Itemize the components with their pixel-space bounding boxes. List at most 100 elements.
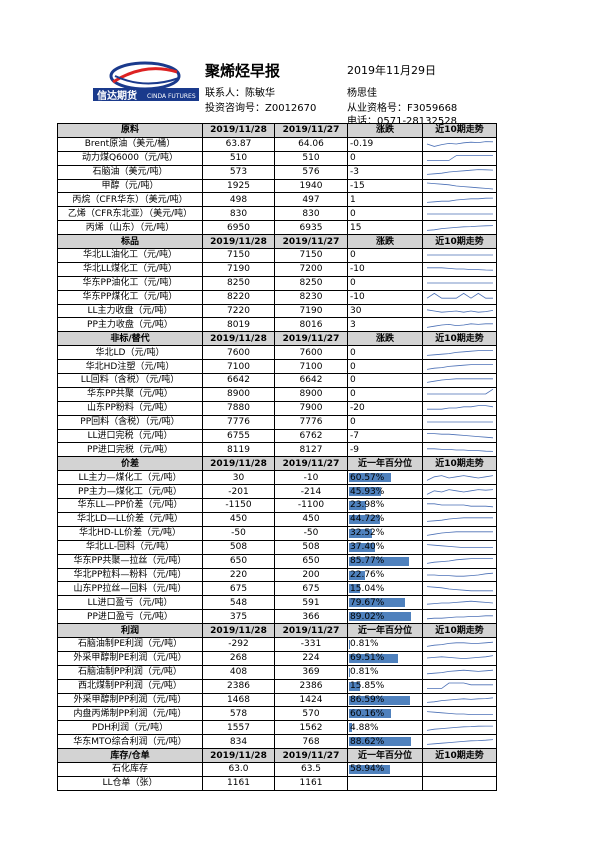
value-current: 573 <box>202 165 275 180</box>
trend-sparkline <box>422 192 497 208</box>
value-previous: 675 <box>274 581 348 597</box>
value-previous: 7100 <box>274 359 348 375</box>
value-current: 578 <box>202 706 275 722</box>
analyst-name: 杨思佳 <box>347 88 377 99</box>
table-row: PP进口完税（元/吨） 8119 8127 -9 <box>57 442 497 458</box>
sparkline-line <box>427 405 494 410</box>
change-value: 3 <box>347 317 423 333</box>
sparkline-svg <box>427 503 494 508</box>
value-current: 268 <box>202 651 275 666</box>
trend-sparkline <box>422 554 497 569</box>
value-previous: -10 <box>274 470 348 486</box>
percentile-value: 60.57% <box>350 472 385 483</box>
value-previous: 63.5 <box>274 762 348 777</box>
row-label: 动力煤Q6000（元/吨） <box>57 151 203 166</box>
sparkline-svg <box>426 349 493 356</box>
value-current: 6642 <box>202 373 275 388</box>
percentile-bar <box>349 487 382 497</box>
value-previous: 508 <box>274 540 348 555</box>
value-previous: 7900 <box>274 401 348 416</box>
trend-sparkline <box>422 637 497 652</box>
percentile-value: 88.62% <box>350 736 385 747</box>
row-label: 华北LL煤化工（元/吨） <box>57 262 203 277</box>
value-previous: 570 <box>274 706 348 722</box>
sparkline-line <box>427 389 494 395</box>
table-row: 山东PP粉料（元/吨） 7880 7900 -20 <box>57 401 497 416</box>
table-row: PP进口盈亏（元/吨） 375 366 89.02% <box>57 609 497 625</box>
value-current: 7150 <box>202 248 275 263</box>
row-label: 石化库存 <box>57 762 203 777</box>
change-value: 0 <box>347 206 423 222</box>
table-row: PP主力收盘（元/吨） 8019 8016 3 <box>57 317 497 333</box>
percentile-bar <box>349 723 353 733</box>
percentile-bar <box>349 709 392 719</box>
table-row: 华北LL油化工（元/吨） 7150 7150 0 <box>57 248 497 263</box>
trend-sparkline <box>422 540 497 555</box>
change-value: 0 <box>347 373 423 388</box>
sparkline-line <box>426 141 494 148</box>
sparkline-line <box>427 448 494 452</box>
table-row: 石脑油制PE利润（元/吨） -292 -331 0.81% <box>57 637 497 652</box>
change-value: -10 <box>347 262 423 277</box>
change-value: -9 <box>347 442 423 458</box>
row-label: 华北LL油化工（元/吨） <box>57 248 203 263</box>
value-current: 8019 <box>202 317 275 333</box>
value-current: 548 <box>202 595 275 611</box>
sparkline-svg <box>426 600 494 605</box>
sparkline-svg <box>426 615 493 619</box>
change-col-header: 涨跌 <box>347 234 423 250</box>
section-header: 标品 2019/11/28 2019/11/27 涨跌 近10期走势 <box>57 234 497 250</box>
percentile-bar <box>349 667 350 677</box>
row-label: 石脑油制PP利润（元/吨） <box>57 665 203 680</box>
percentile-cell: 23.98% <box>347 498 423 513</box>
value-current: 408 <box>202 665 275 680</box>
row-label: 丙烯（山东）（元/吨） <box>57 220 203 236</box>
sparkline-line <box>426 738 494 745</box>
table-row: 丙烷（CFR华东）（美元/吨） 498 497 1 <box>57 192 497 208</box>
value-current: 1468 <box>202 693 275 708</box>
section-title: 非标/替代 <box>57 331 203 347</box>
value-current: 834 <box>202 734 275 750</box>
table-row: Brent原油（美元/桶） 63.87 64.06 -0.19 <box>57 137 497 152</box>
value-current: -1150 <box>202 498 275 513</box>
table-row: LL主力收盘（元/吨） 7220 7190 30 <box>57 304 497 319</box>
value-previous: 64.06 <box>274 137 348 152</box>
trend-sparkline <box>422 706 497 722</box>
row-label: 华东PP共聚（元/吨） <box>57 387 203 402</box>
trend-sparkline <box>422 720 497 736</box>
value-current: 8119 <box>202 442 275 458</box>
change-value: 0 <box>347 387 423 402</box>
value-previous: 8250 <box>274 276 348 291</box>
percentile-value: 44.72% <box>350 514 385 525</box>
sparkline-svg <box>427 421 493 423</box>
table-row: 华北LL-回料（元/吨） 508 508 37.40% <box>57 540 497 555</box>
value-current: 830 <box>202 206 275 222</box>
sparkline-line <box>426 169 494 175</box>
trend-col-header: 近10期走势 <box>422 331 497 347</box>
sparkline-line <box>426 531 493 537</box>
sparkline-line <box>426 615 493 619</box>
row-label: 西北煤制PP利润（元/吨） <box>57 679 203 694</box>
trend-col-header: 近10期走势 <box>422 623 497 638</box>
value-previous: 6935 <box>274 220 348 236</box>
sparkline-line <box>426 323 493 328</box>
row-label: 华北PP粒料—粉料（元/吨） <box>57 568 203 583</box>
value-current: 450 <box>202 512 275 527</box>
sparkline-svg <box>426 309 494 313</box>
change-col-header: 涨跌 <box>347 331 423 347</box>
value-previous: 450 <box>274 512 348 527</box>
trend-sparkline <box>422 484 497 500</box>
value-previous: 6762 <box>274 429 348 444</box>
row-label: 华北LL-回料（元/吨） <box>57 540 203 555</box>
row-label: 山东PP粉料（元/吨） <box>57 401 203 416</box>
percentile-cell: 79.67% <box>347 595 423 611</box>
percentile-bar <box>349 695 410 705</box>
date-col-header: 2019/11/28 <box>202 623 275 638</box>
trend-sparkline <box>422 734 497 750</box>
value-current: 6950 <box>202 220 275 236</box>
sparkline-svg <box>427 267 494 271</box>
row-label: 华北LD（元/吨） <box>57 345 203 361</box>
consult-number: 投资咨询号：Z0012670 <box>205 103 317 114</box>
percentile-bar <box>349 514 381 524</box>
trend-sparkline <box>422 137 497 152</box>
